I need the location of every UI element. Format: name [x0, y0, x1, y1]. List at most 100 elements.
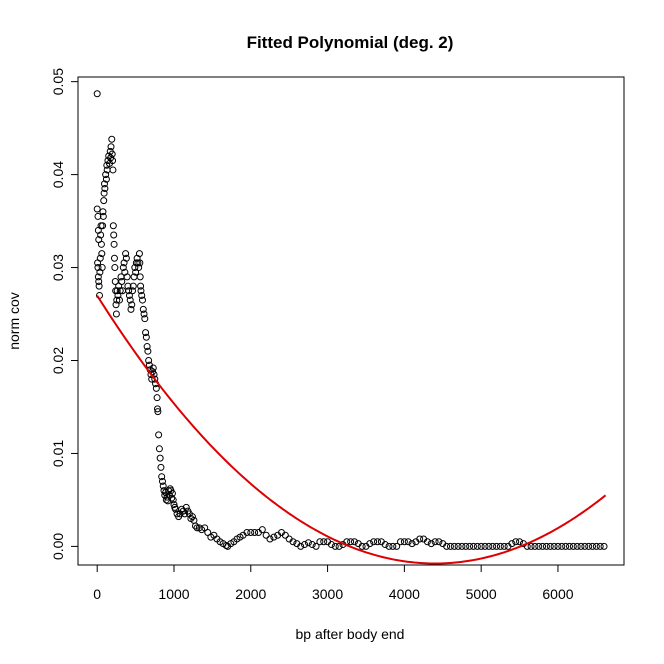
data-point [139, 305, 147, 313]
data-point [427, 540, 435, 548]
data-point [512, 538, 520, 546]
data-point [118, 277, 126, 285]
data-point [266, 535, 274, 543]
data-point [154, 408, 162, 416]
data-point [126, 296, 134, 304]
data-point [600, 542, 608, 550]
data-point [350, 538, 358, 546]
x-tick-label: 6000 [542, 586, 573, 602]
data-point [270, 533, 278, 541]
data-point [157, 463, 165, 471]
y-tick-label: 0.05 [50, 68, 66, 95]
data-point [113, 287, 121, 295]
data-point [153, 405, 161, 413]
data-point [105, 152, 113, 160]
data-point [136, 259, 144, 267]
data-point [508, 540, 516, 548]
y-axis: 0.00 0.01 0.02 0.03 0.04 0.05 [50, 68, 79, 560]
data-point [188, 513, 196, 521]
data-point [123, 273, 131, 281]
data-point [431, 538, 439, 546]
data-point [565, 542, 573, 550]
y-tick-label: 0.02 [50, 347, 66, 374]
data-point [400, 538, 408, 546]
data-point [347, 538, 355, 546]
data-point [539, 542, 547, 550]
data-point [585, 542, 593, 550]
data-point [327, 541, 335, 549]
data-point [99, 222, 107, 230]
data-point [485, 542, 493, 550]
data-point [102, 175, 110, 183]
data-point [558, 542, 566, 550]
data-point [100, 197, 108, 205]
data-point [95, 282, 103, 290]
data-point [108, 150, 116, 158]
data-point [111, 277, 119, 285]
data-point [163, 493, 171, 501]
data-point [251, 528, 259, 536]
data-point [111, 264, 119, 272]
data-point [143, 343, 151, 351]
data-point [331, 542, 339, 550]
data-point [137, 287, 145, 295]
data-point [473, 542, 481, 550]
data-point [389, 542, 397, 550]
data-point [155, 445, 163, 453]
data-point [182, 503, 190, 511]
data-point [158, 477, 166, 485]
data-point [137, 282, 145, 290]
data-point [297, 542, 305, 550]
data-point [573, 542, 581, 550]
x-tick-label: 3000 [312, 586, 343, 602]
plot-frame [77, 76, 625, 566]
data-point [320, 538, 328, 546]
y-tick-label: 0.03 [50, 254, 66, 281]
data-point [408, 540, 416, 548]
data-point [142, 329, 150, 337]
data-point [554, 542, 562, 550]
y-tick-label: 0.01 [50, 440, 66, 467]
data-point [496, 542, 504, 550]
data-point [122, 250, 130, 258]
data-point [381, 541, 389, 549]
data-point [129, 287, 137, 295]
data-point [98, 250, 106, 258]
data-point [168, 489, 176, 497]
data-point [281, 531, 289, 539]
data-point [140, 310, 148, 318]
x-axis: 0 1000 2000 3000 4000 5000 6000 [93, 564, 574, 602]
data-point [98, 264, 106, 272]
data-points [93, 90, 608, 550]
data-point [370, 538, 378, 546]
data-point [159, 482, 167, 490]
data-point [115, 296, 123, 304]
data-point [144, 347, 152, 355]
x-tick-label: 2000 [235, 586, 266, 602]
data-point [550, 542, 558, 550]
data-point [443, 542, 451, 550]
fit-curve-group [96, 295, 607, 565]
data-point [151, 375, 159, 383]
data-point [153, 394, 161, 402]
data-point [145, 357, 153, 365]
data-point [308, 541, 316, 549]
data-point [100, 180, 108, 188]
data-point [577, 542, 585, 550]
data-point [489, 542, 497, 550]
data-point [99, 208, 107, 216]
data-point [393, 542, 401, 550]
data-point [129, 282, 137, 290]
data-point [289, 538, 297, 546]
data-point [335, 542, 343, 550]
data-point [107, 143, 115, 151]
data-point [109, 157, 117, 165]
data-point [516, 538, 524, 546]
data-point [94, 264, 102, 272]
data-point [500, 542, 508, 550]
x-axis-label: bp after body end [296, 626, 405, 642]
x-tick-label: 0 [93, 586, 101, 602]
data-point [97, 240, 105, 248]
data-point [96, 254, 104, 262]
data-point [101, 185, 109, 193]
